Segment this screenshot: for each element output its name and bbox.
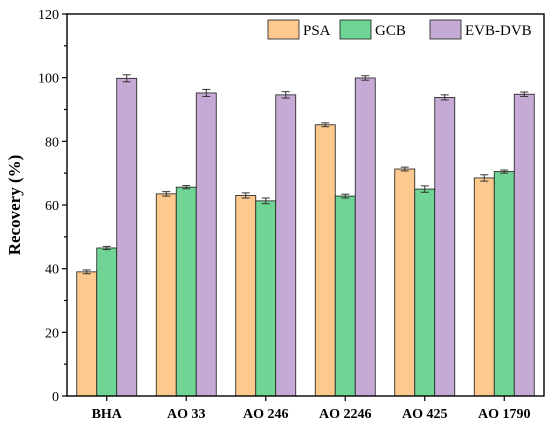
bar-evb-dvb [354,77,376,397]
error-bar [82,269,91,275]
error-bar [281,91,290,99]
y-tick-label: 100 [38,72,59,87]
error-bar [202,88,211,97]
x-tick-label: AO 425 [402,407,448,422]
legend-label: PSA [303,23,331,39]
error-bar [500,169,509,174]
y-axis-title: Recovery (%) [5,155,24,256]
bar-psa [76,271,98,397]
plot-frame [66,13,545,397]
error-bar [122,74,131,83]
error-bar [480,174,489,182]
legend-swatch [429,19,462,40]
x-tick-label: AO 1790 [478,407,531,422]
error-bar [102,245,111,251]
bar-psa [155,193,177,397]
bar-evb-dvb [116,77,138,397]
error-bar [361,75,370,81]
y-tick-label: 80 [45,135,59,150]
x-tick-label: AO 246 [243,407,289,422]
x-tick-label: BHA [92,407,123,422]
error-bar [400,166,409,172]
y-tick-label: 60 [45,199,59,214]
error-bar [182,185,191,190]
bar-gcb [96,247,118,397]
error-bar [241,192,250,199]
legend-swatch [267,19,300,40]
x-tick-label: AO 2246 [319,407,372,422]
error-bar [440,94,449,101]
x-tick-label: AO 33 [167,407,206,422]
error-bar [321,122,330,128]
bar-gcb [493,171,515,397]
bar-gcb [334,195,356,397]
legend: PSA GCB EVB-DVB [267,19,532,40]
legend-label: EVB-DVB [465,23,532,39]
bars-layer [76,74,535,397]
bar-psa [314,124,336,397]
y-tick-label: 20 [45,326,59,341]
bar-psa [473,177,495,397]
bar-gcb [255,200,277,397]
bar-psa [394,168,416,397]
bar-evb-dvb [513,93,535,397]
bar-gcb [175,186,197,397]
error-bar [420,185,429,193]
error-bar [261,197,270,205]
legend-swatch [339,19,372,40]
y-tick-label: 120 [38,8,59,23]
y-tick-label: 40 [45,263,59,278]
legend-label: GCB [375,23,406,39]
error-bar [162,191,171,197]
bar-evb-dvb [275,94,297,397]
bar-gcb [414,188,436,397]
error-bar [520,91,529,97]
bar-evb-dvb [434,97,456,397]
axes-layer: 0 20 40 60 80 100 120 BHA AO 33 AO 246 AO 2246 AO 4… [38,8,545,422]
bar-evb-dvb [195,92,217,397]
y-tick-label: 0 [52,390,59,405]
error-bar [341,193,350,199]
bar-psa [235,195,257,397]
